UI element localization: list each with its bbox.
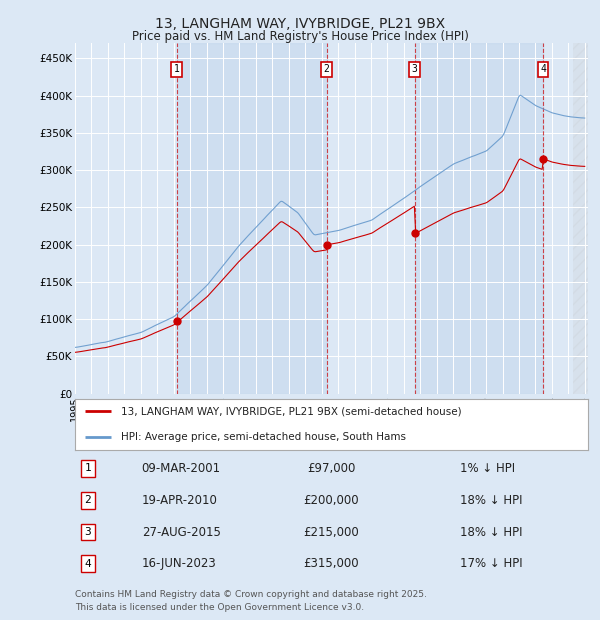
- Bar: [573, 43, 588, 394]
- Text: 3: 3: [412, 64, 418, 74]
- Text: 1% ↓ HPI: 1% ↓ HPI: [460, 462, 515, 475]
- Text: 17% ↓ HPI: 17% ↓ HPI: [460, 557, 523, 570]
- Text: £315,000: £315,000: [304, 557, 359, 570]
- Text: £97,000: £97,000: [307, 462, 356, 475]
- Text: 27-AUG-2015: 27-AUG-2015: [142, 526, 221, 539]
- Text: 3: 3: [85, 527, 91, 537]
- Text: 09-MAR-2001: 09-MAR-2001: [142, 462, 221, 475]
- Text: 1: 1: [85, 464, 91, 474]
- Text: £215,000: £215,000: [304, 526, 359, 539]
- Text: 4: 4: [540, 64, 546, 74]
- Bar: [415, 43, 543, 394]
- Text: Contains HM Land Registry data © Crown copyright and database right 2025.
This d: Contains HM Land Registry data © Crown c…: [75, 590, 427, 612]
- Text: £200,000: £200,000: [304, 494, 359, 507]
- Bar: [177, 43, 326, 394]
- Text: 2: 2: [85, 495, 91, 505]
- Text: 1: 1: [174, 64, 180, 74]
- Text: 4: 4: [85, 559, 91, 569]
- Text: 13, LANGHAM WAY, IVYBRIDGE, PL21 9BX (semi-detached house): 13, LANGHAM WAY, IVYBRIDGE, PL21 9BX (se…: [121, 406, 462, 417]
- Text: HPI: Average price, semi-detached house, South Hams: HPI: Average price, semi-detached house,…: [121, 432, 406, 442]
- Text: 2: 2: [323, 64, 329, 74]
- Text: Price paid vs. HM Land Registry's House Price Index (HPI): Price paid vs. HM Land Registry's House …: [131, 30, 469, 43]
- Text: 16-JUN-2023: 16-JUN-2023: [142, 557, 217, 570]
- Text: 18% ↓ HPI: 18% ↓ HPI: [460, 526, 522, 539]
- Text: 18% ↓ HPI: 18% ↓ HPI: [460, 494, 522, 507]
- Text: 19-APR-2010: 19-APR-2010: [142, 494, 218, 507]
- Text: 13, LANGHAM WAY, IVYBRIDGE, PL21 9BX: 13, LANGHAM WAY, IVYBRIDGE, PL21 9BX: [155, 17, 445, 32]
